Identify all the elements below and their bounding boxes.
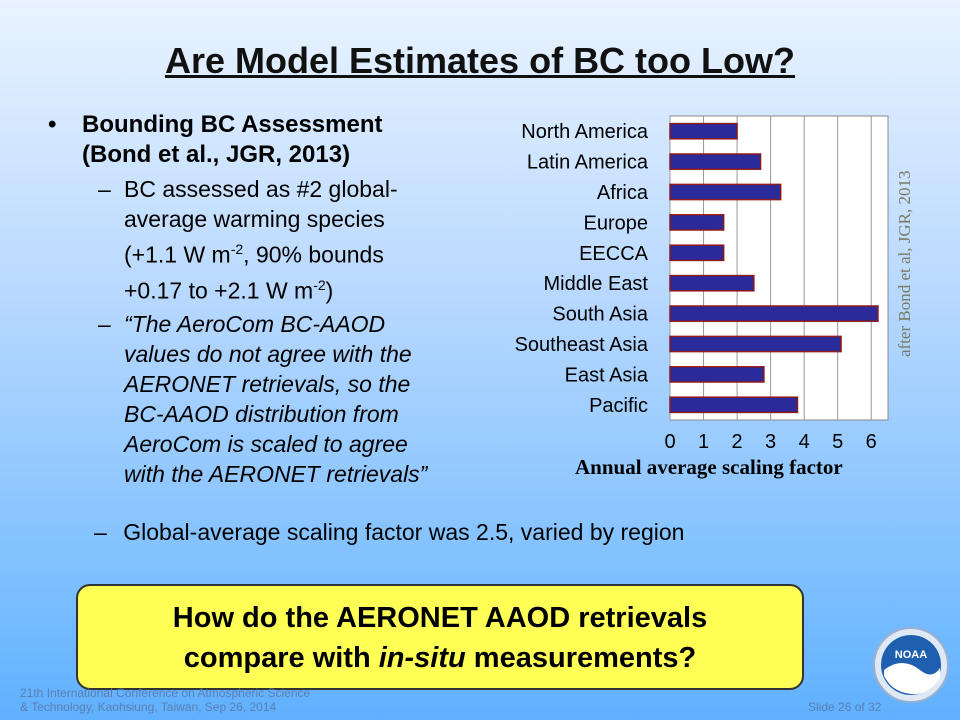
- y-tick-label: EECCA: [579, 243, 649, 265]
- quote-line: BC-AAOD distribution from: [124, 401, 399, 428]
- callout-line-1: How do the AERONET AAOD retrievals: [172, 602, 708, 634]
- bar-southeast-asia: [669, 335, 842, 353]
- main-bullet-line-1: Bounding BC Assessment: [82, 111, 383, 138]
- footer-line-1: 21th International Conference on Atmosph…: [20, 686, 311, 700]
- x-tick-label: 0: [664, 431, 675, 453]
- question-callout: How do the AERONET AAOD retrievals compa…: [76, 584, 804, 690]
- y-tick-label: Latin America: [527, 152, 649, 174]
- sub-bullet-global-factor: – Global-average scaling factor was 2.5,…: [94, 519, 684, 546]
- slide-number: Slide 26 of 32: [808, 700, 882, 714]
- chart-credit: after Bond et al, JGR, 2013: [895, 170, 914, 358]
- quote-line: AeroCom is scaled to agree: [124, 431, 408, 458]
- bullet-list: • Bounding BC Assessment (Bond et al., J…: [42, 110, 492, 489]
- quote-line: values do not agree with the: [124, 341, 412, 368]
- main-bullet-line-2: (Bond et al., JGR, 2013): [82, 141, 351, 168]
- bar-south-asia: [669, 305, 879, 322]
- x-tick-label: 4: [799, 431, 810, 453]
- logo-text: NOAA: [895, 649, 927, 661]
- x-tick-label: 3: [765, 431, 776, 453]
- quote-line: “The AeroCom BC-AAOD: [124, 311, 386, 338]
- dash-marker: –: [98, 311, 111, 338]
- sub1-line-3: (+1.1 W m-2, 90% bounds: [124, 241, 384, 268]
- main-bullet: • Bounding BC Assessment (Bond et al., J…: [42, 110, 492, 170]
- y-tick-label: Pacific: [589, 395, 648, 417]
- global-factor-text: Global-average scaling factor was 2.5, v…: [123, 519, 685, 545]
- bullet-marker: •: [48, 111, 57, 138]
- sub1-line-4: +0.17 to +2.1 W m-2): [124, 276, 334, 304]
- chart-x-axis-label: Annual average scaling factor: [575, 455, 843, 479]
- sub1-line-1: BC assessed as #2 global-: [124, 176, 398, 202]
- bar-europe: [669, 214, 725, 231]
- dash-marker: –: [98, 176, 111, 202]
- x-tick-label: 6: [866, 431, 877, 453]
- sub-bullet-forcing: – BC assessed as #2 global- average warm…: [42, 174, 492, 305]
- y-tick-label: Middle East: [544, 273, 649, 295]
- scaling-factor-chart: 0 1 2 3 4 5 6 North America Latin America Africa E…: [480, 110, 920, 480]
- x-tick-label: 2: [732, 431, 743, 453]
- quote-line: AERONET retrievals, so the: [124, 371, 411, 398]
- bar-pacific: [669, 396, 799, 414]
- footer-line-2: & Technology, Kaohsiung, Taiwan, Sep 26,…: [20, 700, 277, 714]
- slide-title: Are Model Estimates of BC too Low?: [164, 40, 796, 81]
- noaa-logo-icon: NOAA: [873, 627, 949, 703]
- bar-eecca: [669, 244, 725, 262]
- x-tick-label: 1: [698, 431, 709, 453]
- y-tick-label: Europe: [584, 212, 649, 234]
- sub1-line-2: average warming species: [124, 206, 385, 232]
- y-tick-label: North America: [521, 121, 649, 143]
- sub-bullet-quote: – “The AeroCom BC-AAOD values do not agr…: [42, 309, 492, 489]
- y-tick-label: East Asia: [565, 364, 649, 386]
- bar-north-america: [669, 122, 738, 140]
- bar-middle-east: [669, 274, 755, 292]
- y-tick-label: South Asia: [552, 304, 649, 326]
- bar-east-asia: [669, 366, 765, 383]
- y-tick-label: Africa: [597, 182, 649, 204]
- bar-africa: [669, 183, 782, 201]
- bar-latin-america: [669, 153, 762, 170]
- dash-marker: –: [94, 519, 107, 545]
- bar-chart-svg: 0 1 2 3 4 5 6 North America Latin America Africa E…: [515, 115, 889, 453]
- callout-line-2: compare with in-situ measurements?: [183, 642, 697, 674]
- quote-line: with the AERONET retrievals”: [124, 461, 428, 488]
- x-tick-label: 5: [832, 431, 843, 453]
- y-tick-label: Southeast Asia: [515, 334, 649, 356]
- footer-text: 21th International Conference on Atmosph…: [20, 686, 310, 714]
